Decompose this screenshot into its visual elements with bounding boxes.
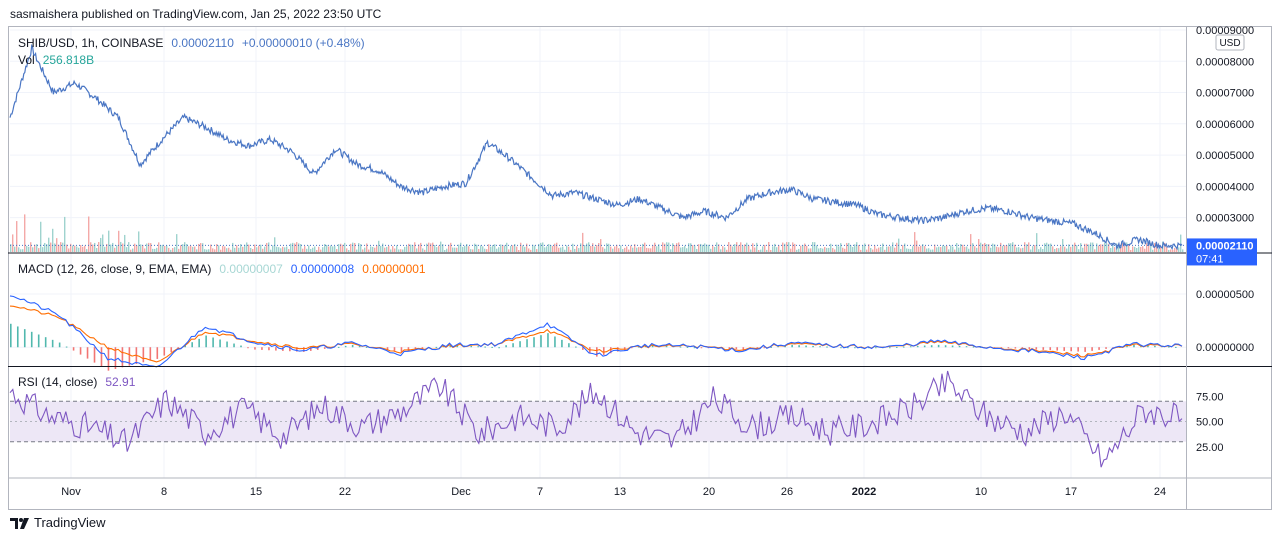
- macd-label[interactable]: MACD (12, 26, close, 9, EMA, EMA): [18, 262, 212, 276]
- price-change: +0.00000010 (+0.48%): [241, 36, 365, 50]
- rsi-value: 52.91: [105, 375, 136, 389]
- price-value: 0.00002110: [171, 36, 234, 50]
- rsi-label[interactable]: RSI (14, close): [18, 375, 98, 389]
- volume-legend: Vol 256.818B: [18, 53, 94, 67]
- macd-hist-value: 0.00000007: [219, 262, 283, 276]
- macd-legend: MACD (12, 26, close, 9, EMA, EMA) 0.00000…: [18, 262, 426, 276]
- tradingview-logo-icon: [10, 517, 29, 529]
- footer-brand[interactable]: TradingView: [10, 515, 106, 530]
- volume-value: 256.818B: [42, 53, 95, 67]
- publish-header: sasmaishera published on TradingView.com…: [10, 7, 382, 21]
- footer-brand-label: TradingView: [34, 515, 106, 530]
- symbol-label[interactable]: SHIB/USD, 1h, COINBASE: [18, 36, 164, 50]
- rsi-legend: RSI (14, close) 52.91: [18, 375, 135, 389]
- volume-label[interactable]: Vol: [18, 53, 35, 67]
- price-legend: SHIB/USD, 1h, COINBASE 0.00002110 +0.00000…: [18, 36, 365, 50]
- macd-signal-value: 0.00000001: [362, 262, 426, 276]
- macd-line-value: 0.00000008: [290, 262, 355, 276]
